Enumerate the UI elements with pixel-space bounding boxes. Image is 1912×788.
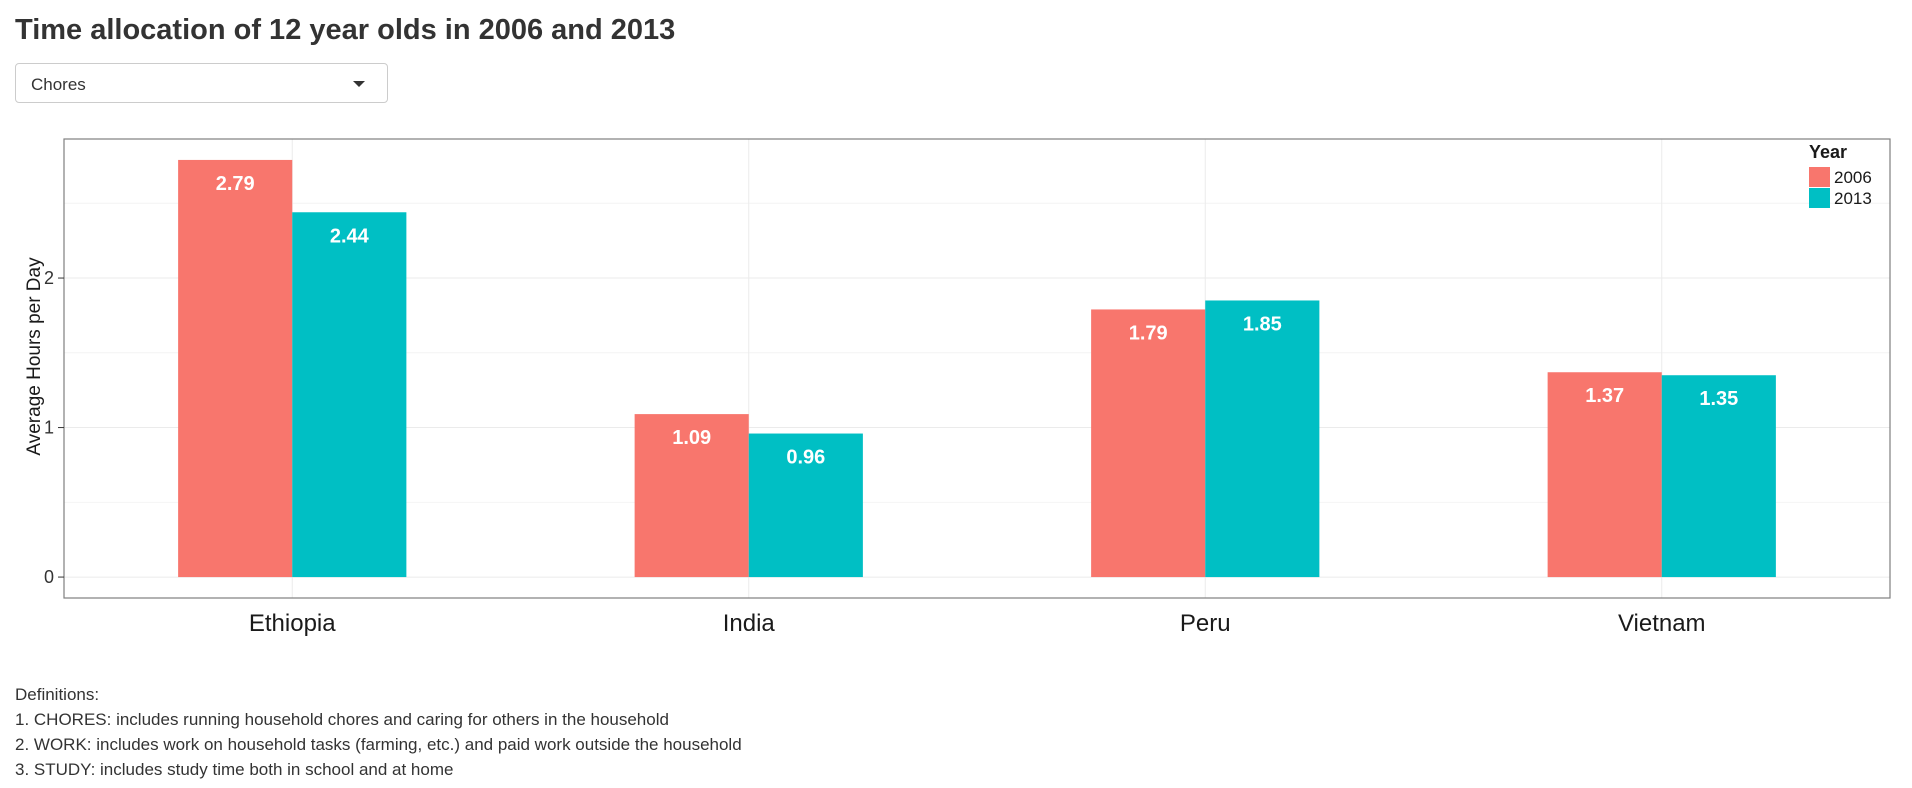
bar [178, 159, 293, 578]
x-tick-label: Vietnam [1618, 610, 1706, 637]
x-tick-label: Peru [1180, 610, 1231, 637]
bar [1661, 375, 1776, 578]
definition-item: 3. STUDY: includes study time both in sc… [15, 760, 454, 779]
x-tick-label: Ethiopia [249, 610, 336, 637]
data-label: 1.37 [1585, 385, 1624, 407]
plot-border [63, 138, 1891, 599]
definitions-heading: Definitions: [15, 685, 100, 704]
variable-select[interactable]: Chores [15, 63, 388, 103]
bar [748, 433, 863, 578]
select-value: Chores [31, 75, 86, 94]
bar [634, 414, 749, 578]
data-label: 2.44 [330, 225, 370, 247]
legend-label: 2006 [1834, 168, 1872, 187]
data-label: 1.79 [1129, 322, 1168, 344]
legend-title: Year [1809, 142, 1847, 162]
data-label: 1.85 [1243, 313, 1282, 335]
chevron-down-icon [353, 81, 365, 87]
bar [1091, 309, 1206, 578]
y-axis-label: Average Hours per Day [24, 257, 45, 456]
definition-item: 2. WORK: includes work on household task… [15, 735, 742, 754]
page-title: Time allocation of 12 year olds in 2006 … [15, 14, 676, 46]
data-label: 0.96 [786, 447, 825, 469]
y-tick-label: 1 [44, 418, 54, 438]
bar [1205, 300, 1320, 578]
y-tick-label: 0 [44, 567, 54, 587]
data-label: 1.09 [672, 427, 711, 449]
y-tick-label: 2 [44, 268, 54, 288]
bar [1547, 372, 1662, 578]
legend-swatch [1809, 167, 1830, 187]
data-label: 2.79 [216, 173, 255, 195]
legend-swatch [1809, 188, 1830, 208]
data-label: 1.35 [1699, 388, 1738, 410]
definitions: Definitions: 1. CHORES: includes running… [15, 682, 742, 782]
definition-item: 1. CHORES: includes running household ch… [15, 710, 669, 729]
bar-chart: 2.79 1.09 1.79 1.37 2.44 0.96 1.85 1.35 0 1 2 Ethio… [24, 138, 1891, 637]
x-tick-label: India [723, 610, 776, 637]
legend-label: 2013 [1834, 189, 1872, 208]
bar [292, 212, 407, 578]
